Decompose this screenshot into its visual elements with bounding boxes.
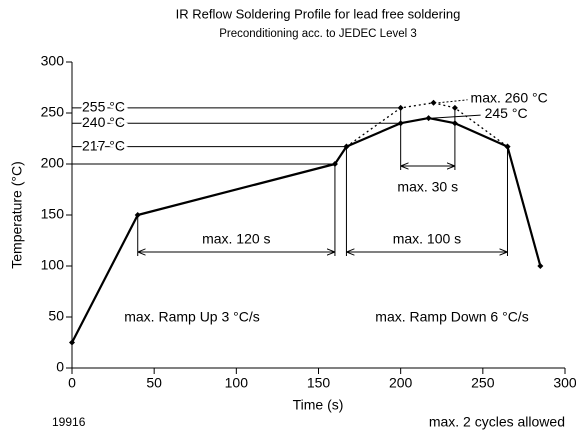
reference-label: 240 °C — [82, 114, 125, 130]
y-tick-label: 200 — [41, 155, 65, 171]
data-point — [537, 263, 544, 269]
peak-label: 245 °C — [485, 105, 528, 121]
data-point — [451, 104, 458, 111]
ramp-note: max. Ramp Down 6 °C/s — [375, 309, 528, 325]
peak-label: max. 260 °C — [471, 90, 548, 106]
dimension-label: max. 30 s — [397, 179, 458, 195]
data-point — [430, 99, 437, 106]
data-point — [134, 212, 141, 218]
reference-label: 255 °C — [82, 99, 125, 115]
y-tick-label: 0 — [56, 359, 64, 375]
x-tick-label: 0 — [68, 375, 76, 391]
reference-label: 217 °C — [82, 137, 125, 153]
data-point — [69, 339, 75, 346]
y-tick-label: 250 — [41, 104, 65, 120]
dimension-label: max. 100 s — [393, 231, 461, 247]
dimension-label: max. 120 s — [202, 231, 270, 247]
data-point — [343, 143, 350, 150]
y-tick-label: 50 — [48, 308, 64, 324]
x-tick-label: 200 — [389, 375, 413, 391]
series-line — [346, 102, 508, 148]
x-tick-label: 150 — [307, 375, 331, 391]
x-axis-label: Time (s) — [293, 397, 344, 413]
leader-line — [438, 99, 468, 104]
figure-number: 19916 — [52, 415, 86, 429]
y-axis-label: Temperature (°C) — [9, 161, 25, 269]
y-tick-label: 100 — [41, 257, 65, 273]
data-point — [425, 115, 432, 122]
y-tick-label: 300 — [41, 53, 65, 69]
footnote: max. 2 cycles allowed — [429, 414, 565, 430]
data-point — [331, 161, 338, 167]
data-point — [397, 120, 404, 127]
leader-line — [432, 114, 481, 119]
data-point — [504, 143, 511, 150]
x-tick-label: 300 — [553, 375, 576, 391]
chart-title: IR Reflow Soldering Profile for lead fre… — [176, 6, 461, 21]
x-tick-label: 100 — [225, 375, 249, 391]
x-tick-label: 50 — [146, 375, 162, 391]
data-point — [397, 104, 404, 111]
ramp-note: max. Ramp Up 3 °C/s — [124, 309, 260, 325]
data-point — [451, 120, 458, 127]
y-tick-label: 150 — [41, 206, 65, 222]
x-tick-label: 250 — [471, 375, 495, 391]
chart-subtitle: Preconditioning acc. to JEDEC Level 3 — [219, 28, 417, 40]
